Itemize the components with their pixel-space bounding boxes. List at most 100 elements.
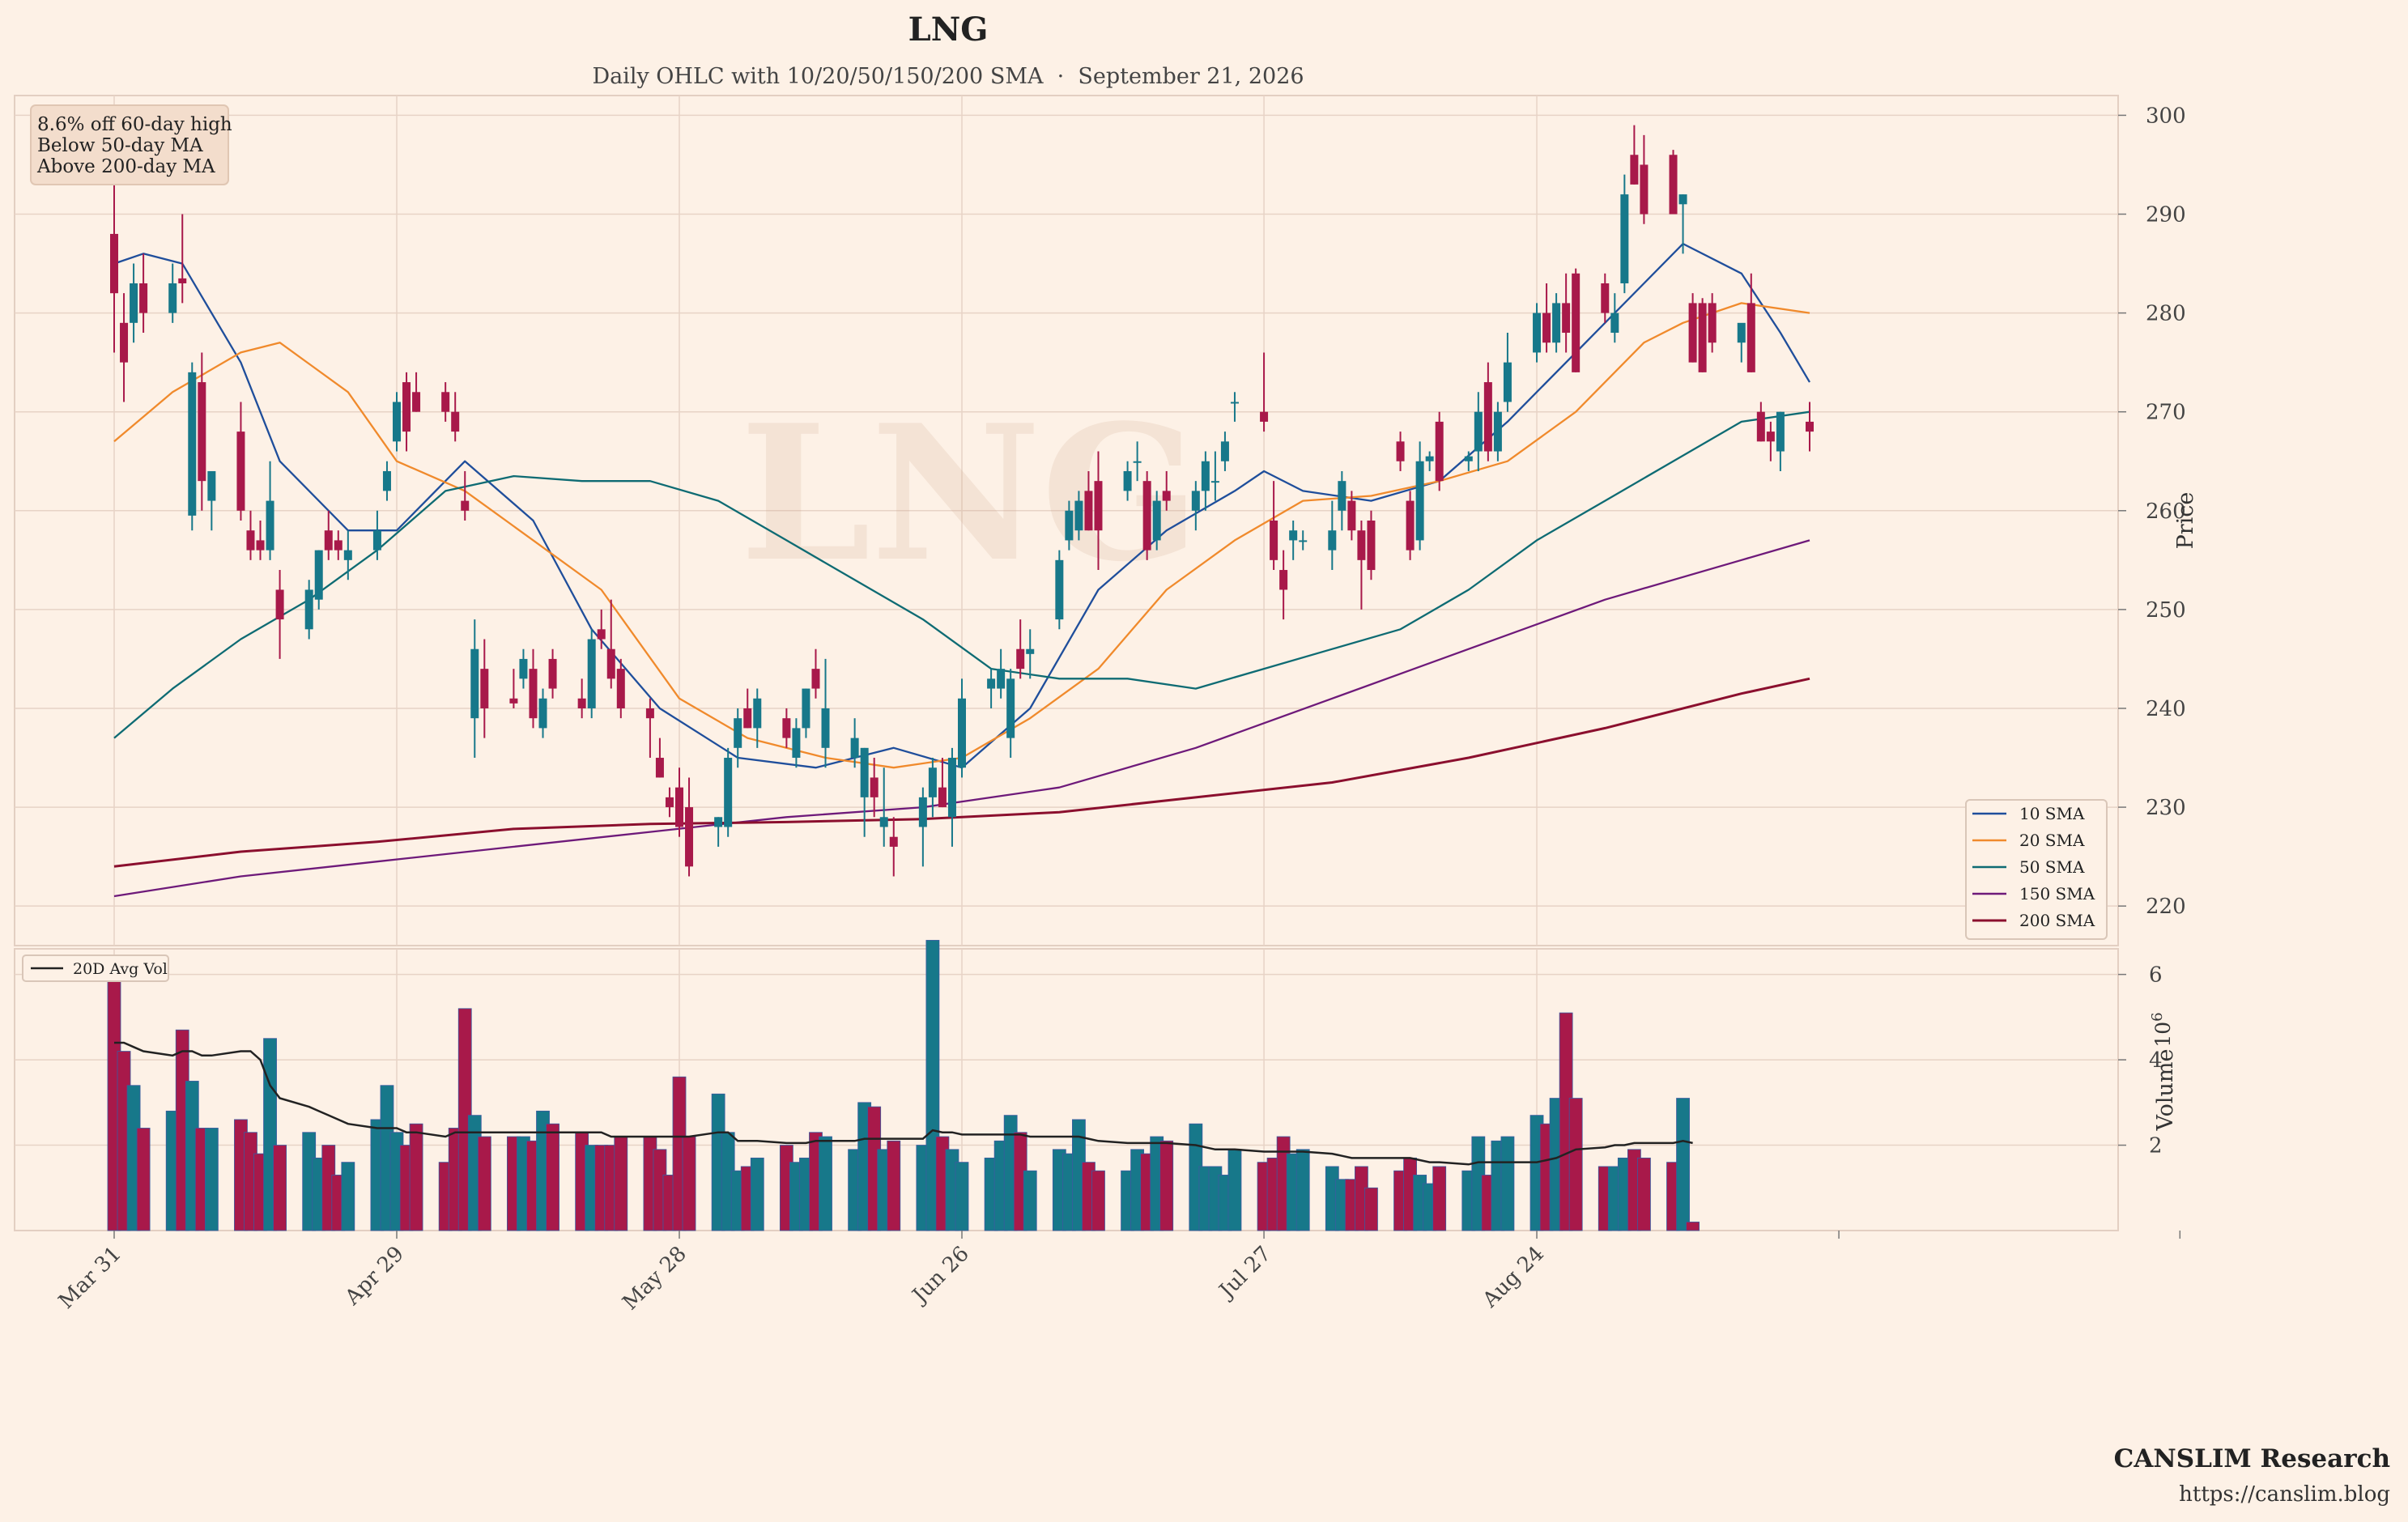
candle-body	[1006, 678, 1015, 738]
candle-body	[1328, 530, 1337, 551]
candle	[480, 639, 489, 738]
candle-body	[470, 648, 479, 719]
volume-bar	[136, 1128, 151, 1231]
candle	[675, 767, 683, 837]
candle-body	[1299, 540, 1308, 542]
candle	[519, 648, 528, 689]
candle-body	[947, 758, 956, 818]
candle-body	[1191, 491, 1200, 511]
legend-label-sma200: 200 SMA	[2019, 911, 2095, 930]
candle-body	[412, 392, 421, 412]
volume-tick-label: 2	[2149, 1134, 2163, 1159]
candle	[792, 718, 801, 768]
candle	[266, 461, 274, 560]
candle	[1055, 550, 1064, 630]
candle-body	[275, 589, 284, 620]
candle-body	[188, 372, 197, 516]
candle	[597, 609, 606, 649]
candle-body	[1152, 500, 1161, 541]
moving-average-lines	[113, 242, 1810, 898]
price-axis-label: Price	[2173, 492, 2198, 550]
candle	[470, 619, 479, 759]
candle	[1552, 293, 1561, 353]
volume-bar	[1686, 1222, 1700, 1231]
candle-body	[451, 411, 460, 432]
candle-body	[178, 278, 187, 283]
candle	[110, 184, 118, 353]
candle-body	[1698, 303, 1707, 372]
candle	[1425, 451, 1434, 471]
candle-body	[1678, 194, 1687, 205]
candle	[1210, 451, 1219, 501]
candle	[1347, 491, 1356, 541]
volume-bar	[1500, 1136, 1515, 1231]
candle-body	[1610, 312, 1619, 334]
chart-subtitle: Daily OHLC with 10/20/50/150/200 SMA · S…	[592, 64, 1304, 89]
candle	[207, 470, 216, 531]
candle	[1328, 500, 1337, 571]
candle-body	[402, 382, 411, 432]
candle-body	[1776, 411, 1785, 452]
candle-body	[1493, 411, 1502, 452]
volume-tick-label: 4	[2149, 1048, 2163, 1073]
candle-body	[1201, 461, 1210, 491]
candle	[860, 747, 869, 837]
candle-body	[1016, 648, 1025, 670]
price-tick-label: 280	[2146, 302, 2186, 326]
candle	[1201, 451, 1210, 511]
candle	[246, 510, 255, 560]
price-y-axis: 220 230 240 250 260 270 280 290 300	[2118, 104, 2186, 919]
candle-body	[207, 470, 216, 501]
candle	[577, 678, 586, 719]
volume-bar	[1091, 1170, 1105, 1231]
candle	[178, 214, 187, 304]
candle-body	[1357, 530, 1366, 560]
candle	[314, 550, 323, 610]
candle	[1133, 441, 1142, 482]
candle	[1084, 470, 1093, 531]
candle	[1806, 402, 1814, 452]
volume-legend-box	[22, 954, 169, 982]
candle	[753, 688, 762, 748]
candle	[1279, 550, 1288, 620]
chart-title: LNG	[908, 11, 989, 49]
candle	[1678, 194, 1687, 254]
candle	[1152, 491, 1161, 551]
volume-bar	[887, 1140, 901, 1231]
candle	[1483, 362, 1492, 461]
candle-body	[870, 777, 879, 797]
candle	[1006, 669, 1015, 759]
candle	[188, 362, 197, 531]
candle-body	[1415, 461, 1424, 541]
candle-body	[724, 758, 733, 827]
candle-body	[1737, 322, 1746, 343]
candle	[1094, 451, 1103, 571]
candle	[743, 688, 752, 729]
candle-body	[393, 402, 401, 442]
candlestick-series	[110, 125, 1814, 877]
candle	[938, 758, 947, 808]
volume-bar	[1227, 1149, 1242, 1231]
candle	[1162, 470, 1171, 511]
candle-body	[246, 530, 255, 551]
candle	[1338, 470, 1347, 531]
candle-body	[1708, 303, 1717, 343]
brand-url: https://canslim.blog	[2179, 1482, 2390, 1507]
candle-body	[1806, 421, 1814, 432]
candle	[665, 787, 674, 818]
sma-line-50	[113, 410, 1810, 739]
candle	[1065, 500, 1074, 551]
candle-body	[889, 836, 898, 847]
legend-label-sma10: 10 SMA	[2019, 804, 2085, 823]
price-tick-label: 290	[2146, 203, 2186, 227]
candle	[889, 817, 898, 877]
candle	[1220, 432, 1229, 471]
volume-y-axis: 2 4 6	[2118, 963, 2163, 1159]
volume-bar	[204, 1128, 219, 1231]
candle-body	[343, 550, 352, 560]
candle	[529, 648, 538, 729]
candle-body	[860, 747, 869, 797]
candle	[1289, 521, 1298, 560]
candle-body	[802, 688, 810, 729]
candle-body	[577, 698, 586, 708]
